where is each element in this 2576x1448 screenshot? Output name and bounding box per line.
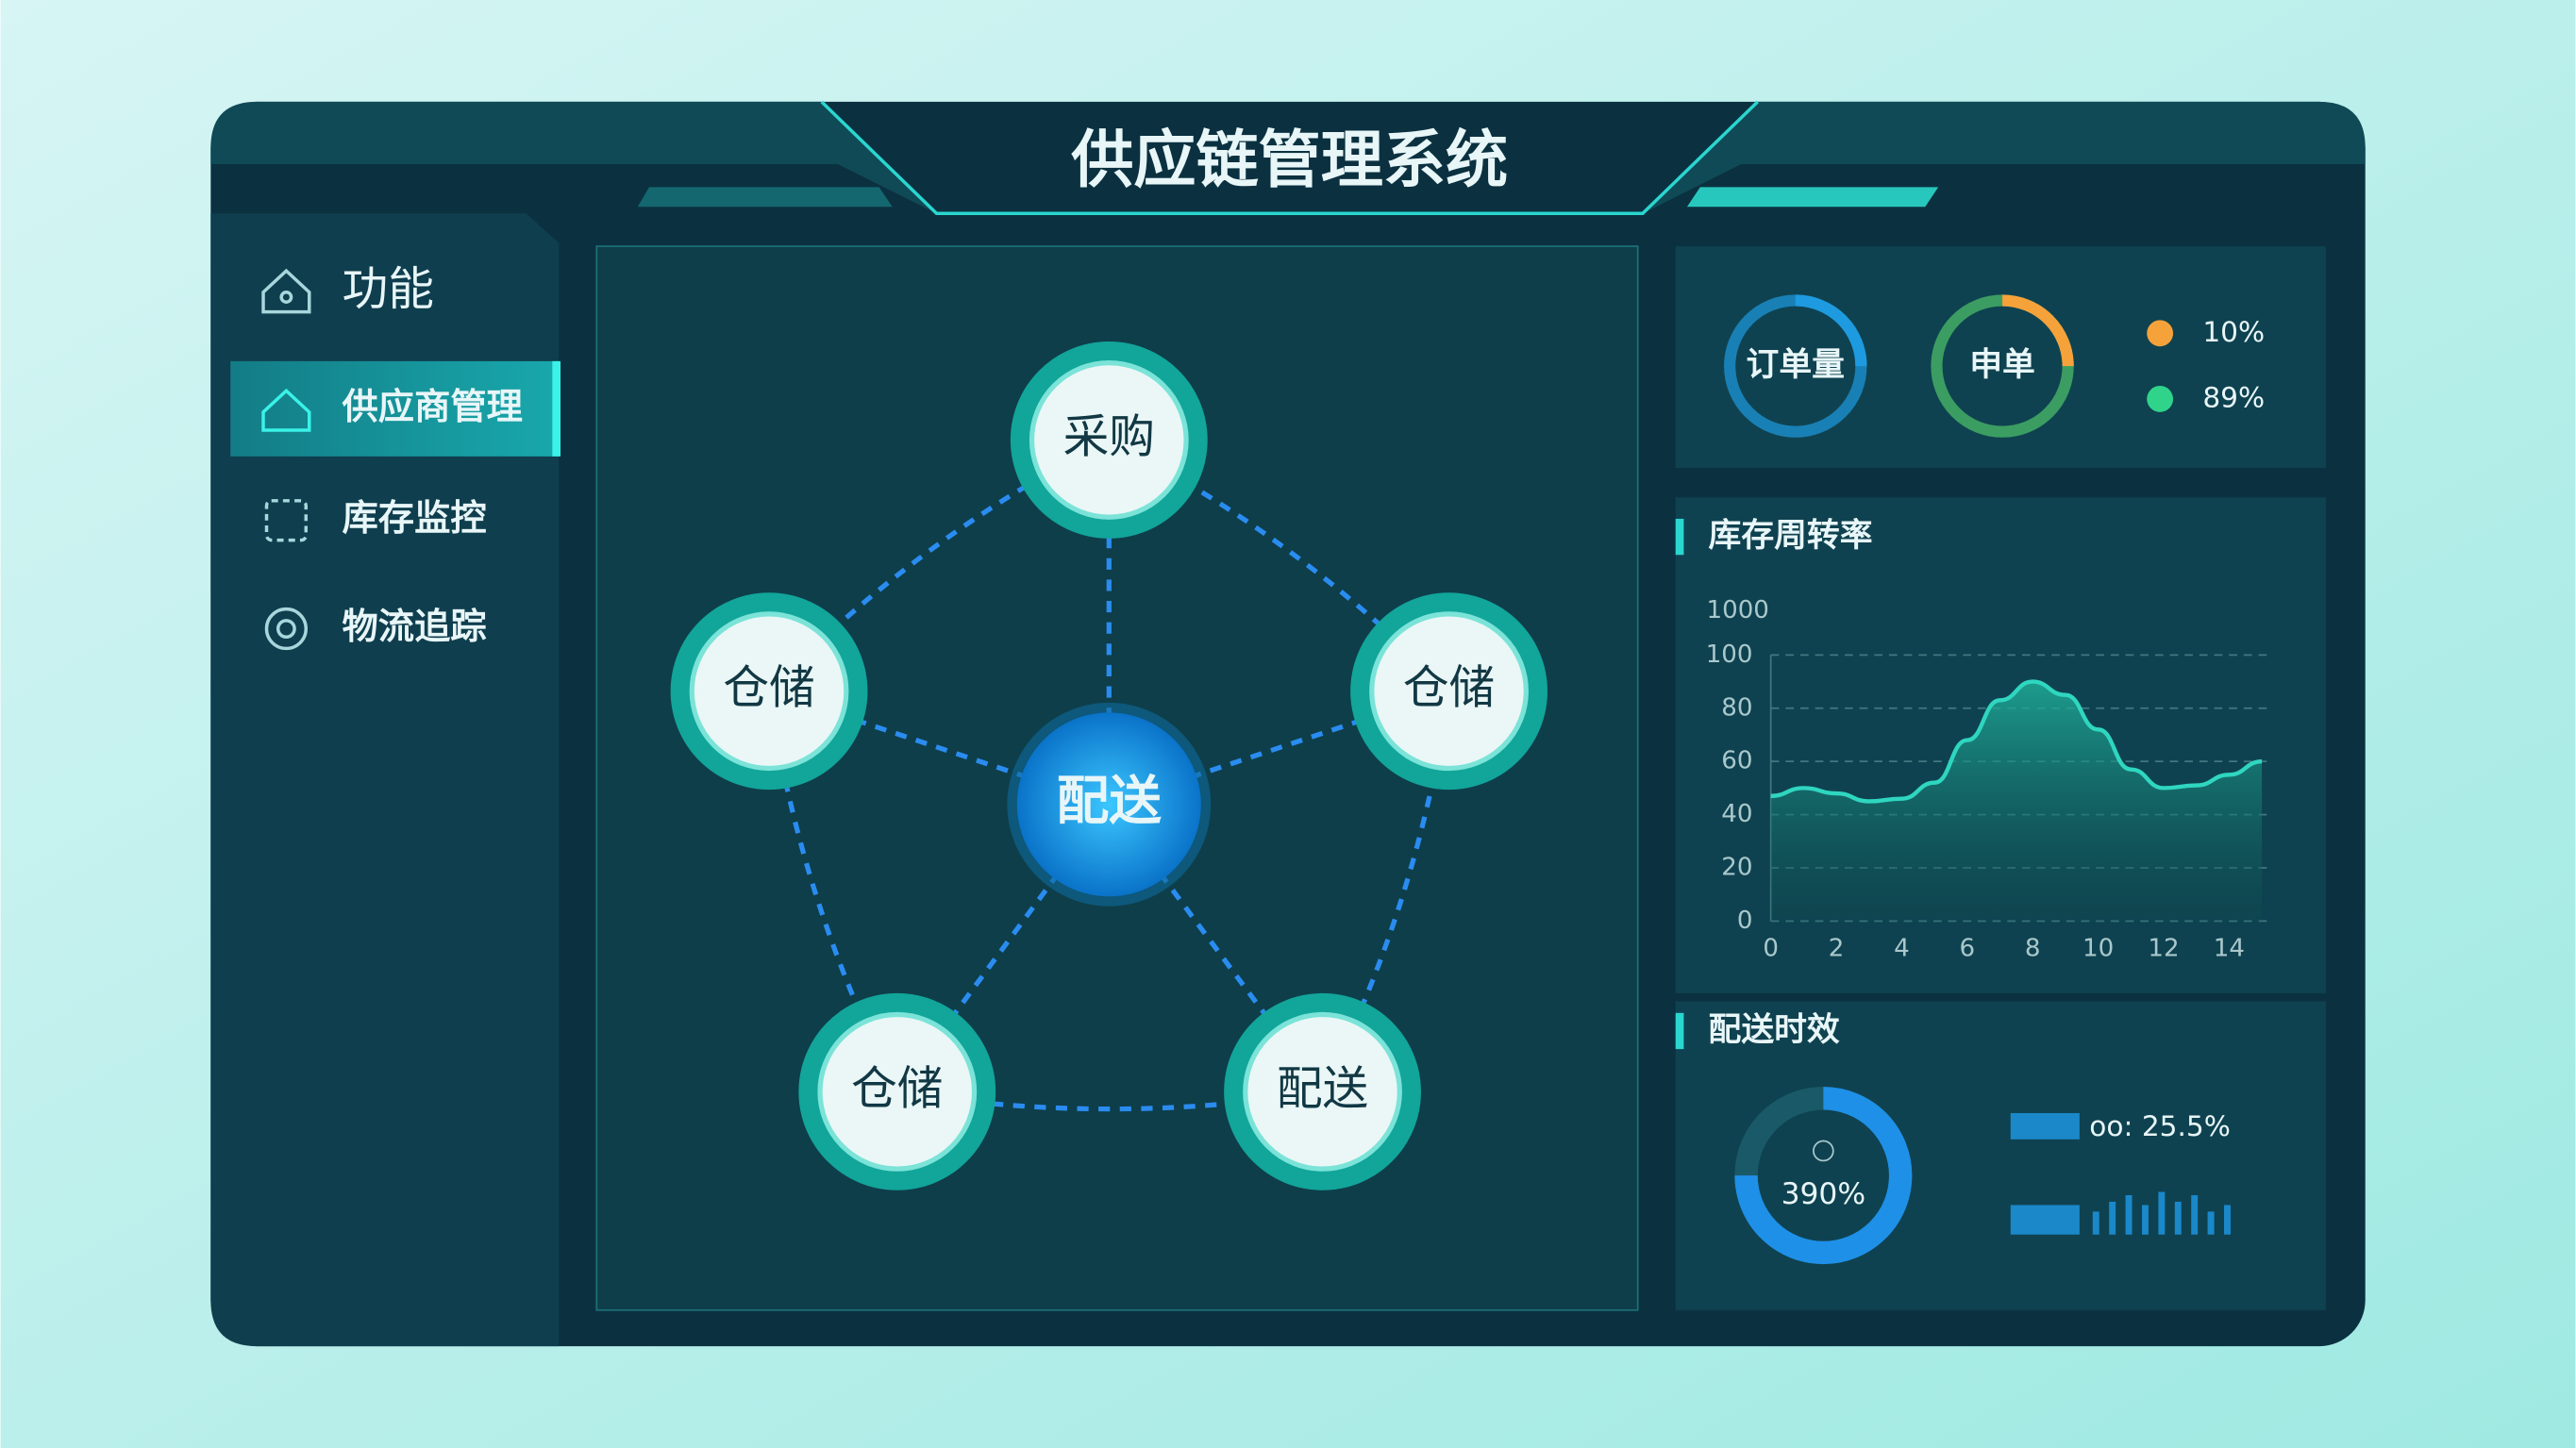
node [1029,360,1189,520]
y-tick-label: 60 [1721,747,1752,775]
x-tick-label: 10 [2083,934,2114,962]
spoke [1108,689,1450,807]
node [817,1011,978,1172]
sidebar-heading: 功能 [343,263,434,316]
stats: 订单量 申单 10% 89% [1724,294,2265,438]
sidebar-item: 供应商管理 [343,386,523,428]
legend-dot [2147,385,2174,412]
ring-label: 申单 [1969,346,2035,384]
donut-label: 390% [1781,1177,1866,1211]
legend-label: 89% [2202,381,2265,413]
center-node [1016,712,1201,897]
area [1770,681,2263,922]
header-title: 供应链管理系统 [1071,124,1508,196]
mini-bars [2010,1191,2231,1235]
node [689,611,849,772]
ring-label: 订单量 [1747,346,1845,384]
node-label: 采购 [1063,410,1155,463]
ring-arc [2001,294,2074,367]
x-tick-label: 4 [1894,934,1910,962]
sidebar-icons [261,268,311,651]
bar-icon [2010,1112,2080,1140]
node-label: 配送 [1277,1062,1368,1115]
y-tick-label: 80 [1721,693,1752,722]
x-tick-label: 6 [1960,934,1976,962]
x-tick-label: 0 [1763,934,1779,962]
sidebar-item: 物流追踪 [343,606,487,648]
chart-title: 库存周转率 [1709,517,1873,555]
legend-label: 10% [2202,316,2265,348]
active-item-bg [230,360,560,457]
ring-arc [1795,294,1867,367]
spoke [1107,803,1325,1093]
node-label: 仓储 [1403,662,1495,715]
node [1243,1011,1402,1172]
y-top-label: 1000 [1707,596,1769,624]
header-outline [820,100,1759,215]
y-tick-label: 0 [1737,907,1753,935]
y-tick-label: 20 [1721,853,1752,881]
header-band [210,101,2366,214]
title-marker [1675,1012,1684,1050]
spoke [895,803,1112,1093]
sidebar-item: 库存监控 [343,497,487,540]
x-tick-label: 8 [2025,934,2041,962]
donut-arc [1734,1087,1913,1265]
bar-label: oo: 25.5% [2089,1110,2231,1142]
delivery-title: 配送时效 [1709,1011,1840,1049]
x-tick-label: 12 [2148,934,2179,962]
sidebar [210,213,560,1347]
y-tick-label: 100 [1706,641,1753,669]
donut-icon [1813,1140,1834,1162]
spoke [768,689,1111,807]
line [1770,679,2263,804]
center-label: 配送 [1057,771,1163,832]
title-marker [1675,518,1684,556]
active-item-marker [552,360,561,457]
x-tick-label: 2 [1829,934,1845,962]
node [1369,611,1529,772]
delivery-card [1675,1001,2326,1310]
header-stripes [637,187,1939,208]
node-label: 仓储 [723,662,814,715]
line-chart: 0 20 40 60 80 100 0 2 4 6 8 10 12 14 [1706,641,2272,962]
legend-dot [2147,320,2174,347]
y-tick-label: 40 [1721,800,1752,828]
node-label: 仓储 [851,1062,943,1115]
x-tick-label: 14 [2214,934,2245,962]
